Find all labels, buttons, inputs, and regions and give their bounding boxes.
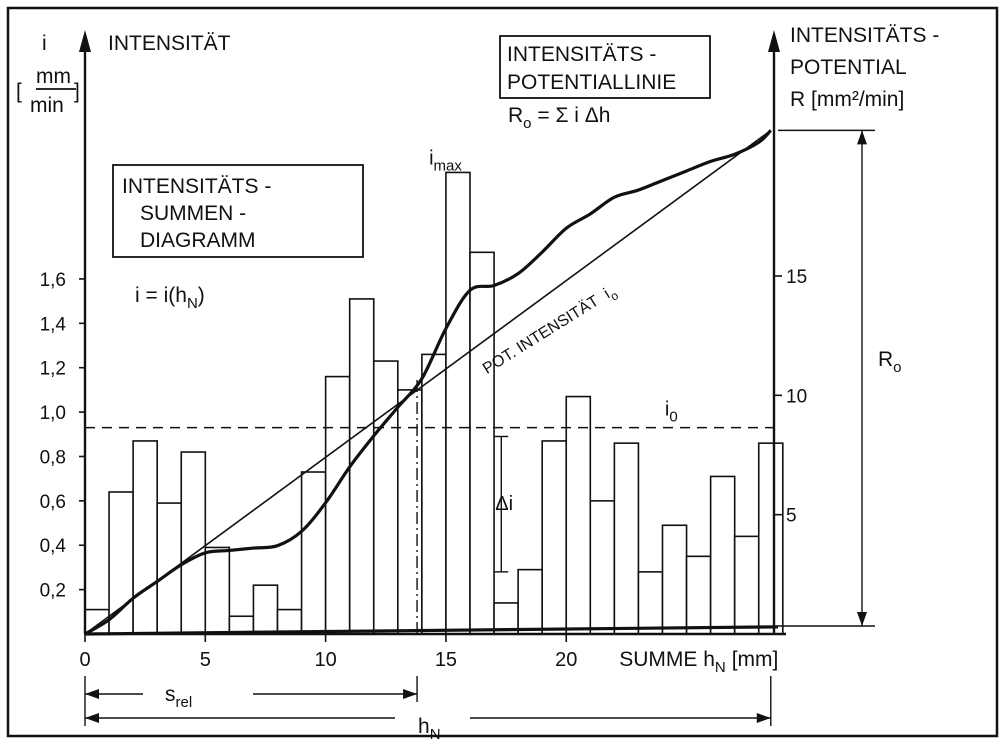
bar-23: [637, 571, 664, 635]
x-axis-label: SUMME hN [mm]: [619, 648, 778, 676]
left-axis-unit-bracket-open: [: [16, 80, 22, 103]
right-axis-title-line1: INTENSITÄTS -: [790, 24, 939, 47]
bar-9: [300, 471, 327, 635]
x-tick-label-0: 0: [79, 649, 90, 671]
i0-label: i0: [665, 399, 678, 426]
left-axis-symbol: i: [42, 32, 47, 55]
left-tick-label-3: 0,8: [40, 447, 66, 468]
right-axis-title-line2: POTENTIAL: [790, 56, 907, 79]
left-tick-label-1: 0,4: [40, 536, 67, 557]
s-rel-arrow-right: [403, 689, 418, 699]
curves: [84, 129, 875, 726]
left-tick-label-6: 1,4: [40, 314, 67, 335]
equation-i-of-hn: i = i(hN): [135, 284, 205, 312]
left-axis-unit-bracket-close: ]: [74, 80, 80, 103]
bar-14: [421, 353, 447, 635]
bar-25: [685, 555, 712, 635]
potential-line-label: POT. INTENSITÄTio: [479, 281, 621, 381]
bar-10: [324, 375, 351, 635]
x-tick-label-4: 20: [555, 649, 577, 671]
tick-labels: 0,2 0,4 0,6 0,8 1,0 1,2 1,4 1,6 5 10 15 0 5 10 15 20: [40, 267, 808, 671]
right-tick-label-2: 15: [786, 267, 807, 288]
bar-15: [445, 171, 471, 635]
bar-27: [733, 535, 760, 635]
potentiallinie-box: [499, 35, 711, 99]
left-axis-title: INTENSITÄT: [108, 32, 231, 55]
imax-label: imax: [429, 147, 462, 174]
r0-arrow-top: [857, 130, 867, 145]
left-axis-arrow: [79, 30, 91, 52]
box2-line2: POTENTIALLINIE: [507, 71, 676, 94]
bar-20: [565, 395, 592, 635]
axes: [79, 30, 786, 636]
left-tick-label-7: 1,6: [40, 270, 66, 291]
bar-13: [397, 389, 423, 635]
potential-curve: [84, 129, 772, 636]
x-tick-label-3: 15: [435, 649, 457, 671]
summen-diagramm-box: [112, 164, 364, 258]
left-axis-unit-top: mm: [36, 65, 71, 88]
bar-7: [252, 584, 279, 635]
h-n-arrow-left: [85, 713, 99, 723]
bar-18: [517, 568, 543, 635]
left-tick-label-2: 0,6: [40, 492, 66, 513]
bar-26: [709, 475, 736, 635]
r0-arrow-bottom: [857, 612, 867, 626]
h-n-arrow-right: [756, 713, 771, 723]
box2-line1: INTENSITÄTS -: [507, 43, 656, 66]
bar-19: [541, 440, 568, 635]
right-axis-arrow: [768, 30, 780, 52]
right-tick-label-0: 5: [786, 506, 797, 527]
bar-24: [661, 524, 688, 635]
bar-28: [757, 442, 784, 635]
right-tick-label-1: 10: [786, 386, 807, 407]
x-tick-label-1: 5: [200, 649, 211, 671]
bar-12: [372, 360, 399, 635]
bar-11: [348, 298, 375, 635]
h-n-label: hN: [418, 715, 441, 743]
equation-r0: Ro = Σ i Δh: [508, 104, 610, 132]
left-tick-label-0: 0,2: [40, 581, 66, 602]
bar-22: [613, 442, 640, 635]
potential-straight-line: [84, 129, 772, 635]
bar-16: [469, 251, 495, 635]
bar-21: [589, 500, 616, 635]
outer-frame: [6, 6, 999, 738]
right-axis-title-line3: R [mm²/min]: [790, 88, 904, 111]
bar-4: [180, 451, 207, 635]
s-rel-arrow-left: [85, 689, 99, 699]
left-axis-unit-bottom: min: [30, 94, 64, 117]
bar-2: [132, 440, 158, 635]
box1-line2: SUMMEN -: [140, 202, 246, 225]
bar-5: [204, 546, 231, 635]
delta-i-label: Δi: [495, 493, 513, 515]
left-tick-label-4: 1,0: [40, 403, 66, 424]
r0-label: Ro: [878, 348, 902, 376]
box1-line3: DIAGRAMM: [140, 229, 256, 252]
s-rel-label: srel: [165, 683, 192, 711]
left-tick-label-5: 1,2: [40, 359, 66, 380]
box1-line1: INTENSITÄTS -: [122, 175, 271, 198]
x-tick-label-2: 10: [315, 649, 337, 671]
